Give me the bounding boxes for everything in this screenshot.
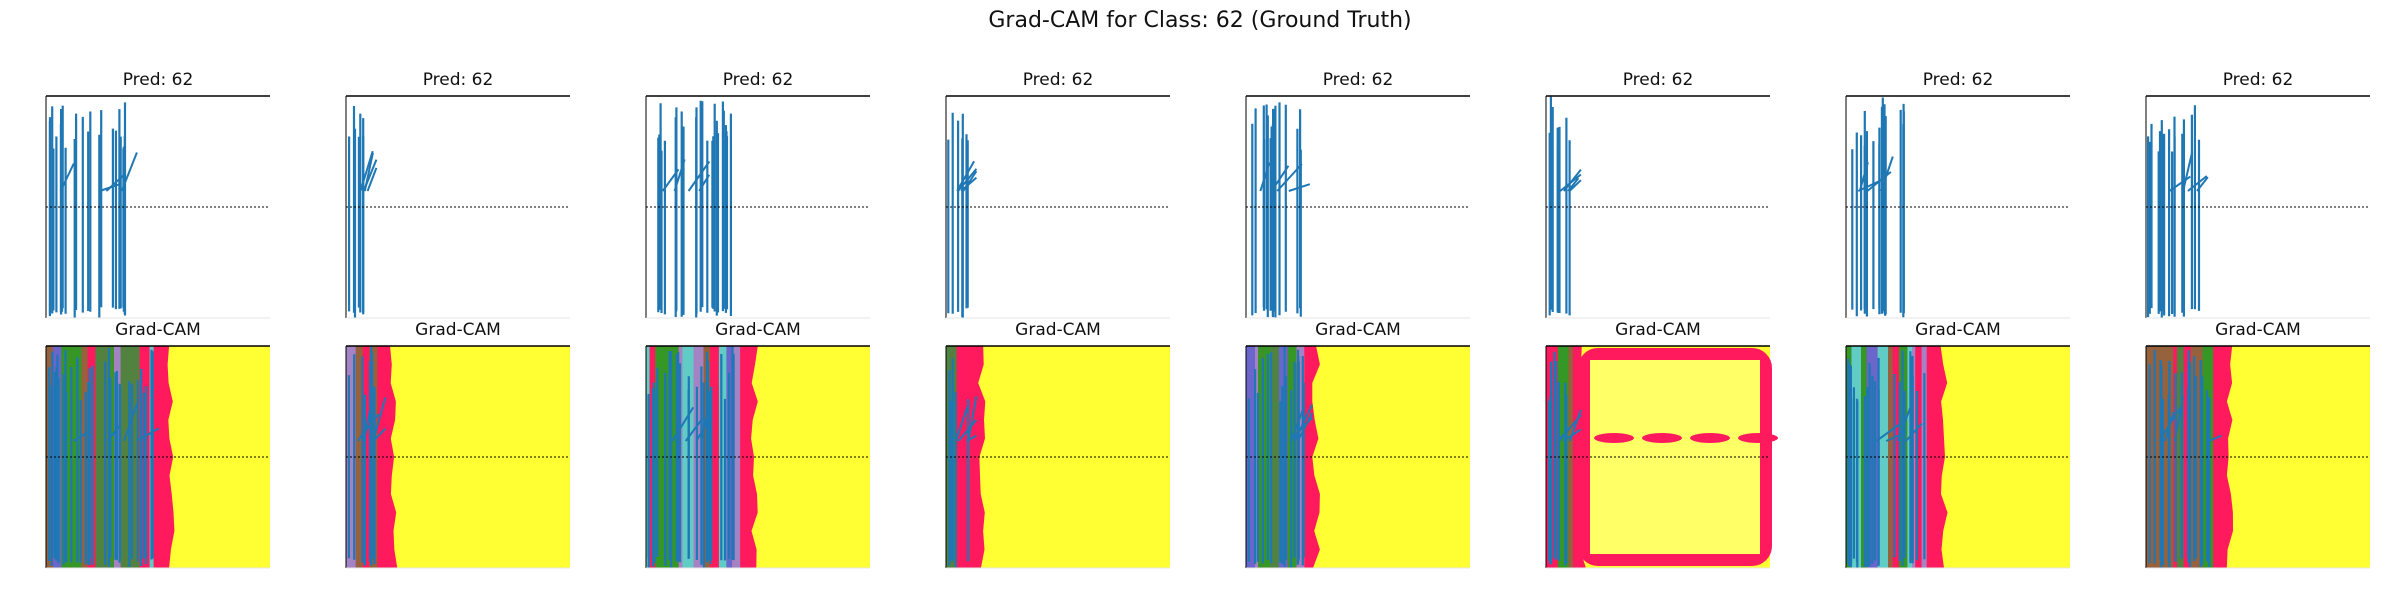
signal-connector (2158, 404, 2183, 442)
panel-title: Grad-CAM (1015, 320, 1101, 340)
signal-connector (363, 399, 373, 442)
signal-connector (684, 418, 704, 442)
panel-title: Pred: 62 (1322, 70, 1394, 90)
cam-contour-dash (1690, 433, 1730, 443)
signal-connector (698, 174, 711, 192)
cam-low-stripe (1287, 346, 1292, 568)
signal-connector (372, 427, 387, 442)
panel-title: Pred: 62 (422, 70, 494, 90)
cam-low-stripe (110, 346, 114, 568)
signal-connector (1896, 408, 1911, 442)
figure-title: Grad-CAM for Class: 62 (Ground Truth) (988, 8, 1412, 33)
signal-connector (73, 430, 90, 442)
signal-connector (123, 398, 140, 442)
panel-title: Pred: 62 (722, 70, 794, 90)
panel-title: Grad-CAM (415, 320, 501, 340)
signal-connector (1568, 179, 1582, 192)
signal-connector (967, 396, 978, 442)
signal-connector (1296, 412, 1314, 442)
gradcam-panel (345, 345, 570, 569)
signal-connector (661, 168, 680, 192)
signal-connector (1880, 156, 1894, 192)
signal-connector (1562, 428, 1582, 442)
signal-connector (956, 160, 975, 192)
signal-connector (2196, 176, 2209, 192)
panel-title: Pred: 62 (1922, 70, 1994, 90)
signal-connector (136, 427, 160, 442)
signal-connector (356, 413, 380, 442)
signal-connector (1290, 406, 1305, 442)
signal-connector (673, 159, 686, 192)
signal-connector (1857, 177, 1885, 192)
gradcam-panel (945, 345, 1170, 569)
signal-connector (366, 167, 378, 192)
signal-connector (2208, 434, 2222, 442)
signal-panel (945, 95, 1170, 319)
signal-connector (1858, 161, 1869, 192)
panel-title: Grad-CAM (2215, 320, 2301, 340)
signal-panel (2145, 95, 2370, 319)
signal-panel (45, 95, 270, 319)
cam-low-stripe (1255, 346, 1259, 568)
cam-contour-dash (1738, 433, 1778, 443)
signal-connector (957, 168, 978, 192)
signal-connector (962, 170, 978, 192)
signal-connector (700, 401, 712, 442)
signal-connector (1875, 421, 1903, 442)
gradcam-panel (1245, 345, 1470, 569)
signal-connector (363, 152, 374, 192)
cam-low-stripe (956, 346, 965, 568)
signal-connector (1288, 183, 1311, 192)
panel-title: Pred: 62 (1622, 70, 1694, 90)
signal-connector (59, 163, 75, 192)
panel-title: Grad-CAM (715, 320, 801, 340)
signal-connector (957, 419, 978, 442)
signal-panel (1845, 95, 2070, 319)
signal-panel (1245, 95, 1470, 319)
signal-connector (671, 406, 695, 442)
signal-connector (2182, 151, 2194, 192)
signal-panel (645, 95, 870, 319)
signal-connector (1905, 422, 1923, 442)
gradcam-panel (1545, 345, 1778, 569)
panel-title: Pred: 62 (2222, 70, 2294, 90)
signal-connector (106, 424, 121, 442)
cam-low-stripe (1296, 346, 1305, 568)
signal-connector (695, 424, 707, 442)
panel-title: Pred: 62 (1022, 70, 1094, 90)
signal-connector (120, 152, 138, 192)
panel-title: Pred: 62 (122, 70, 194, 90)
signal-connector (105, 173, 126, 192)
signal-connector (1276, 163, 1303, 192)
signal-connector (1563, 168, 1582, 192)
signal-connector (1567, 177, 1580, 192)
cam-low-stripe (2176, 346, 2184, 568)
gradcam-panel (45, 345, 270, 569)
signal-connector (2173, 397, 2185, 442)
panel-title: Grad-CAM (115, 320, 201, 340)
signal-connector (2187, 175, 2208, 192)
signal-panel (1545, 95, 1770, 319)
cam-low-stripe (133, 346, 140, 568)
panel-title: Grad-CAM (1315, 320, 1401, 340)
gradcam-panel (645, 345, 870, 569)
gradcam-panel (1845, 345, 2070, 569)
signal-connector (1270, 165, 1290, 192)
signal-connector (359, 150, 374, 192)
signal-connector (1259, 162, 1271, 192)
cam-contour-dash (1594, 433, 1634, 443)
panel-title: Grad-CAM (1915, 320, 2001, 340)
cam-low-stripe (655, 346, 667, 568)
cam-low-stripe (732, 346, 741, 568)
cam-low-stripe (1258, 346, 1263, 568)
signal-connector (1293, 404, 1314, 442)
signal-panel (345, 95, 570, 319)
gradcam-panel (2145, 345, 2370, 569)
signal-connector (955, 406, 969, 442)
signal-connector (687, 161, 711, 192)
cam-contour-dash (1642, 433, 1682, 443)
panel-title: Grad-CAM (1615, 320, 1701, 340)
signal-connector (372, 397, 387, 442)
